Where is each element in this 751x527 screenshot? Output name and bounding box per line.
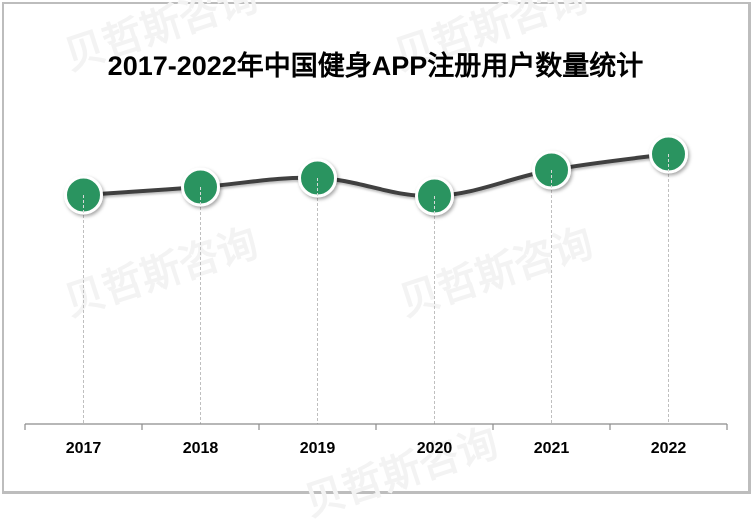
series-line — [83, 152, 669, 199]
data-point-marker — [181, 167, 220, 207]
chart-title: 2017-2022年中国健身APP注册用户数量统计 — [107, 51, 644, 81]
data-point-marker — [532, 150, 571, 190]
drop-lines — [83, 154, 669, 424]
x-axis-label: 2020 — [416, 440, 453, 457]
data-point-marker — [649, 134, 688, 174]
data-point-marker — [298, 158, 337, 198]
data-point-marker — [415, 176, 454, 216]
x-axis-label: 2019 — [299, 440, 336, 457]
data-markers — [64, 134, 688, 216]
data-point-marker — [64, 175, 103, 215]
x-axis — [24, 423, 728, 430]
line-chart — [24, 134, 728, 430]
x-axis-label: 2017 — [65, 440, 102, 457]
chart-frame — [2, 2, 751, 494]
x-axis-label: 2021 — [533, 440, 570, 457]
x-axis-label: 2022 — [650, 440, 687, 457]
x-axis-label: 2018 — [182, 440, 219, 457]
